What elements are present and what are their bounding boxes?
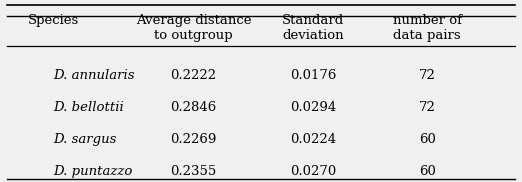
Text: 72: 72 <box>419 101 435 114</box>
Text: 60: 60 <box>419 165 435 178</box>
Text: Average distance
to outgroup: Average distance to outgroup <box>136 14 251 42</box>
Text: Standard
deviation: Standard deviation <box>282 14 344 42</box>
Text: D. puntazzo: D. puntazzo <box>53 165 133 178</box>
Text: 0.2269: 0.2269 <box>170 133 217 146</box>
Text: D. annularis: D. annularis <box>53 69 135 82</box>
Text: D. sargus: D. sargus <box>53 133 117 146</box>
Text: 0.0224: 0.0224 <box>290 133 336 146</box>
Text: 0.0176: 0.0176 <box>290 69 336 82</box>
Text: 0.2846: 0.2846 <box>170 101 217 114</box>
Text: 0.2222: 0.2222 <box>171 69 217 82</box>
Text: 60: 60 <box>419 133 435 146</box>
Text: 0.0270: 0.0270 <box>290 165 336 178</box>
Text: Species: Species <box>28 14 79 27</box>
Text: number of
data pairs: number of data pairs <box>393 14 461 42</box>
Text: 72: 72 <box>419 69 435 82</box>
Text: 0.2355: 0.2355 <box>170 165 217 178</box>
Text: D. bellottii: D. bellottii <box>53 101 124 114</box>
Text: 0.0294: 0.0294 <box>290 101 336 114</box>
